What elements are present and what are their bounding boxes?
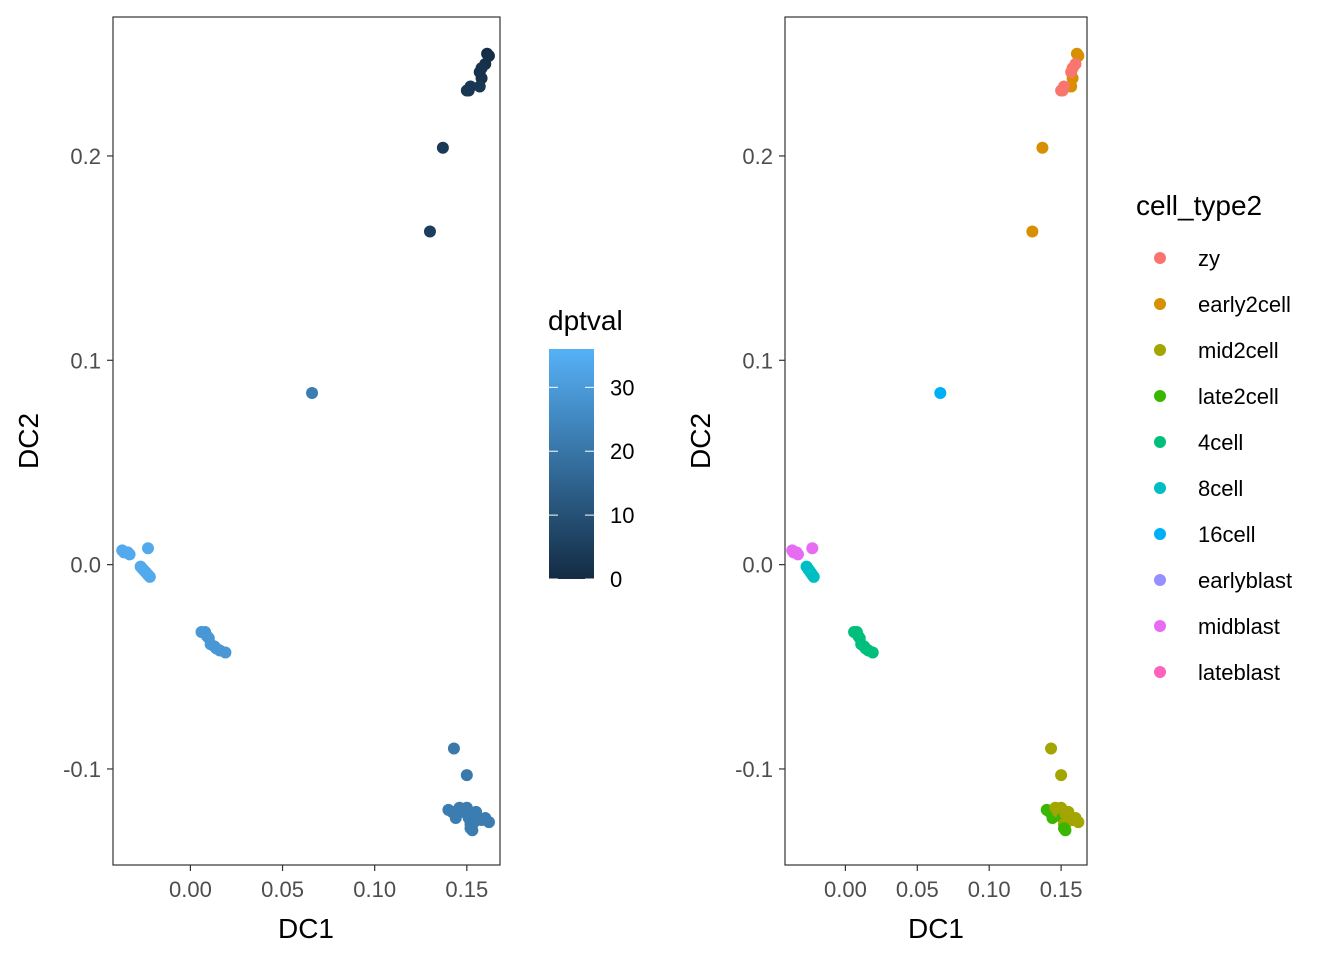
data-point	[142, 542, 155, 555]
plot-1-x-tick-label: 0.00	[169, 877, 212, 902]
data-point	[807, 570, 820, 583]
plot-2-ticks: 0.00 0.05 0.10 0.15 -0.1 0.0 0.1 0.2	[735, 144, 1082, 902]
plot-2-frame	[784, 16, 1088, 866]
colorbar-ticks: 0 10 20 30	[549, 375, 634, 592]
data-point	[1055, 769, 1068, 782]
data-point	[423, 225, 436, 238]
plot-2-x-axis-title: DC1	[908, 913, 964, 944]
data-point	[934, 386, 947, 399]
plot-1-y-tick-label: -0.1	[63, 757, 101, 782]
plot-1-points	[116, 47, 495, 837]
plot-2-y-tick-label: 0.1	[742, 348, 773, 373]
legend-key	[1154, 298, 1166, 310]
colorbar	[549, 349, 594, 579]
data-point	[482, 816, 495, 829]
data-point	[866, 646, 879, 659]
plot-2-x-tick-label: 0.00	[824, 877, 867, 902]
legend-label: lateblast	[1198, 660, 1280, 685]
data-point	[806, 542, 819, 555]
legend-key	[1154, 252, 1166, 264]
legend-entries: zy early2cell mid2cell late2cell 4cell 8cell 1…	[1154, 246, 1292, 685]
data-point	[791, 548, 804, 561]
plot-1-x-tick-label: 0.15	[445, 877, 488, 902]
data-point	[436, 141, 449, 154]
plot-2-points	[786, 47, 1085, 837]
legend-key	[1154, 666, 1166, 678]
plot-1-x-tick-label: 0.10	[353, 877, 396, 902]
data-point	[1045, 742, 1058, 755]
panel-cell-type: 0.00 0.05 0.10 0.15 -0.1 0.0 0.1 0.2 DC1 DC2 ce…	[685, 16, 1292, 944]
data-point	[1026, 225, 1039, 238]
colorbar-tick-label: 30	[610, 375, 634, 400]
plot-1-y-tick-label: 0.1	[70, 348, 101, 373]
plot-2-y-tick-label: 0.2	[742, 144, 773, 169]
data-point	[1057, 822, 1070, 835]
data-point	[306, 386, 319, 399]
plot-2-x-tick-label: 0.15	[1040, 877, 1083, 902]
legend-key	[1154, 482, 1166, 494]
data-point	[462, 84, 475, 97]
plot-2-x-tick-label: 0.10	[968, 877, 1011, 902]
plot-1-y-axis-title: DC2	[13, 413, 44, 469]
legend-key	[1154, 620, 1166, 632]
plot-1-y-tick-label: 0.2	[70, 144, 101, 169]
plot-1-x-axis-title: DC1	[278, 913, 334, 944]
colorbar-title: dptval	[548, 305, 623, 336]
colorbar-tick-label: 10	[610, 503, 634, 528]
legend-label: 8cell	[1198, 476, 1243, 501]
plot-1-ticks: 0.00 0.05 0.10 0.15 -0.1 0.0 0.1 0.2	[63, 144, 488, 902]
plot-2-y-tick-label: 0.0	[742, 553, 773, 578]
legend-label: late2cell	[1198, 384, 1279, 409]
data-point	[464, 822, 477, 835]
data-point	[143, 570, 156, 583]
legend-label: zy	[1198, 246, 1220, 271]
legend-key	[1154, 528, 1166, 540]
colorbar-tick-label: 20	[610, 439, 634, 464]
legend-label: early2cell	[1198, 292, 1291, 317]
panel-dptval: 0.00 0.05 0.10 0.15 -0.1 0.0 0.1 0.2 DC1 DC2 dp…	[13, 16, 634, 944]
data-point	[219, 646, 232, 659]
data-point	[447, 742, 460, 755]
data-point	[1036, 141, 1049, 154]
data-point	[473, 80, 486, 93]
plot-1-frame	[112, 16, 501, 866]
plot-2-y-axis-title: DC2	[685, 413, 716, 469]
data-point	[123, 548, 136, 561]
legend-key	[1154, 436, 1166, 448]
legend-label: earlyblast	[1198, 568, 1292, 593]
legend-key	[1154, 390, 1166, 402]
data-point	[1065, 66, 1078, 79]
plot-2-x-tick-label: 0.05	[896, 877, 939, 902]
legend-label: mid2cell	[1198, 338, 1279, 363]
data-point	[1072, 816, 1085, 829]
plot-1-x-tick-label: 0.05	[261, 877, 304, 902]
plot-1-y-tick-label: 0.0	[70, 553, 101, 578]
legend-label: midblast	[1198, 614, 1280, 639]
colorbar-tick-label: 0	[610, 567, 622, 592]
data-point	[1056, 84, 1069, 97]
legend-label: 4cell	[1198, 430, 1243, 455]
cell-type-legend: cell_type2 zy early2cell mid2cell late2cell…	[1136, 190, 1292, 685]
plot-2-y-tick-label: -0.1	[735, 757, 773, 782]
legend-label: 16cell	[1198, 522, 1255, 547]
legend-title: cell_type2	[1136, 190, 1262, 221]
legend-key	[1154, 574, 1166, 586]
data-point	[460, 769, 473, 782]
colorbar-legend: dptval 0 10 20 30	[548, 305, 634, 592]
legend-key	[1154, 344, 1166, 356]
